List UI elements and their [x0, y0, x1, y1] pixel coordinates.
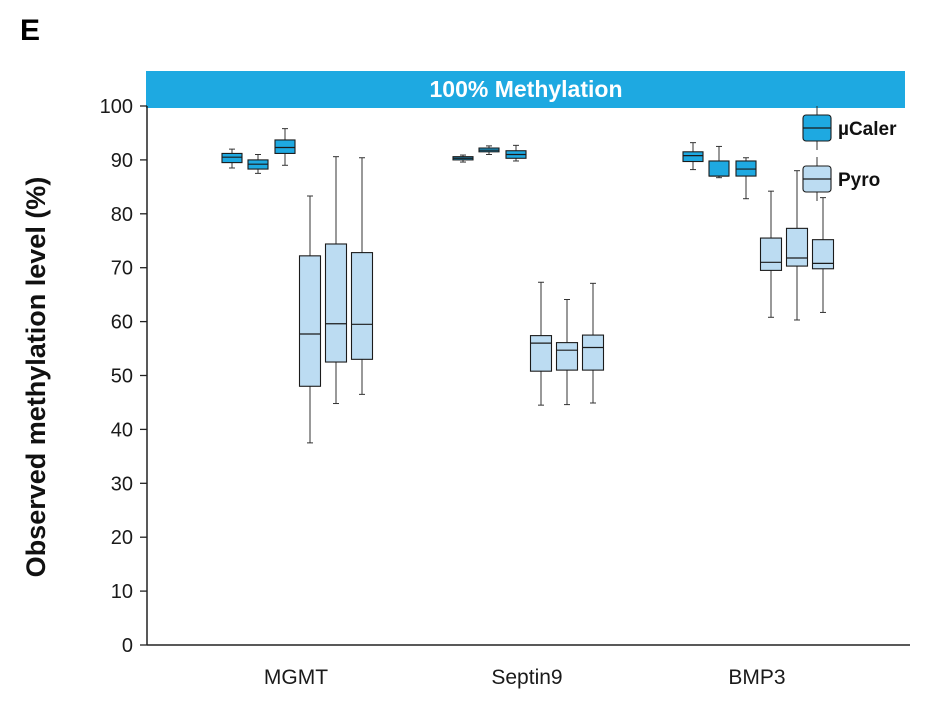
box-caler [478, 145, 500, 156]
box-pyro [759, 190, 783, 318]
box-caler [274, 128, 296, 166]
box-iqr [811, 239, 835, 270]
x-category-label: BMP3 [728, 666, 785, 689]
box-caler [247, 154, 269, 174]
axes [146, 106, 910, 646]
y-tick-label: 0 [122, 635, 133, 657]
x-category-label: Septin9 [491, 666, 562, 689]
box-pyro [529, 281, 553, 406]
banner: 100% Methylation [146, 71, 905, 108]
legend-item: Pyro [802, 157, 880, 201]
box-iqr [581, 334, 605, 371]
legend-label: µCaler [838, 119, 897, 140]
box-caler [708, 145, 730, 179]
box-iqr [708, 160, 730, 177]
x-category-label: MGMT [264, 666, 328, 689]
y-tick-label: 20 [111, 527, 133, 549]
x-axis-categories: MGMT Septin9 BMP3 [264, 666, 786, 689]
box-caler [682, 142, 704, 171]
box-caler [505, 144, 527, 162]
y-tick-label: 90 [111, 150, 133, 172]
box-iqr [324, 243, 348, 363]
box-iqr [785, 227, 809, 267]
y-tick-label: 30 [111, 473, 133, 495]
box-pyro [350, 157, 374, 395]
box-iqr [759, 237, 783, 271]
box-iqr [221, 152, 243, 164]
box-pyro [555, 299, 579, 406]
box-pyro [785, 170, 809, 321]
y-axis-ticks: 0 10 20 30 40 50 60 70 80 90 100 [100, 96, 147, 657]
panel-label: E [20, 14, 40, 47]
y-tick-label: 80 [111, 204, 133, 226]
box-iqr [350, 252, 374, 360]
box-iqr [529, 335, 553, 372]
box-iqr [298, 255, 322, 387]
y-tick-label: 60 [111, 312, 133, 334]
y-tick-label: 40 [111, 419, 133, 441]
box-series [221, 128, 835, 444]
box-caler [452, 154, 474, 163]
box-caler [221, 148, 243, 169]
box-pyro [324, 156, 348, 405]
y-tick-label: 70 [111, 258, 133, 280]
banner-background [146, 71, 905, 108]
y-tick-label: 10 [111, 581, 133, 603]
y-tick-label: 50 [111, 366, 133, 388]
box-caler [735, 157, 757, 200]
legend: µCaler Pyro [802, 106, 897, 201]
box-iqr [682, 151, 704, 163]
legend-item: µCaler [802, 106, 897, 150]
y-tick-label: 100 [100, 96, 133, 118]
banner-text: 100% Methylation [430, 76, 623, 102]
box-iqr [274, 139, 296, 154]
y-axis-title: Observed methylation level (%) [21, 177, 51, 578]
box-iqr [555, 342, 579, 371]
box-pyro [298, 195, 322, 444]
box-pyro [581, 282, 605, 404]
box-pyro [811, 197, 835, 313]
legend-label: Pyro [838, 170, 880, 191]
